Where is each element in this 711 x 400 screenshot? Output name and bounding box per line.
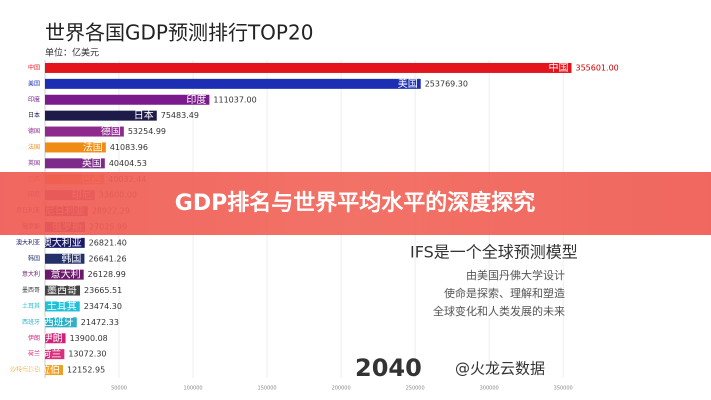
bar [45,285,81,296]
bar-label: 土耳其 [47,299,77,312]
chart-title: 世界各国GDP预测排行TOP20 [45,21,313,45]
bar-label: 荷兰 [41,347,61,360]
bar [45,253,85,264]
bar-label: 韩国 [61,252,81,265]
banner-text: GDP排名与世界平均水平的深度探究 [175,190,535,216]
bar [45,94,210,105]
bar-label: 沙特阿拉伯 [10,363,60,376]
y-tick-label: 荷兰 [28,350,40,358]
bar [45,62,572,73]
bar-label: 德国 [101,125,121,138]
value-label: 23665.51 [84,286,122,295]
annotation: 由美国丹佛大学设计 [466,268,565,282]
bar-label: 中国 [548,61,568,74]
bar-label: 法国 [83,140,103,153]
y-tick-label: 中国 [28,63,40,71]
year-label: 2040 [355,354,422,382]
bar [45,349,65,360]
y-tick-label: 印度 [28,95,40,103]
banner [0,172,711,235]
value-label: 13072.30 [68,350,106,359]
value-label: 26128.99 [88,270,126,279]
value-label: 111037.00 [213,95,256,104]
annotation: IFS是一个全球预测模型 [410,243,578,262]
value-label: 26821.40 [89,238,127,247]
bar-label: 西班牙 [44,316,74,328]
y-tick-label: 意大利 [22,270,40,278]
value-label: 23474.30 [84,302,122,311]
x-tick-label: 250000 [406,386,425,392]
value-label: 75483.49 [161,111,199,120]
y-tick-label: 美国 [28,79,40,87]
bar [45,142,106,153]
bar [45,126,124,137]
bar-label: 澳大利亚 [42,236,82,249]
bar-label: 印度 [186,93,206,106]
x-tick-label: 350000 [554,386,573,392]
value-label: 253769.30 [425,79,468,88]
y-tick-label: 澳大利亚 [16,238,40,246]
bar-label: 墨西哥 [47,285,77,297]
bar-label: 意大利 [51,268,81,281]
y-tick-label: 沙特阿拉伯 [10,366,40,374]
bar [45,237,85,248]
bar-label: 英国 [82,156,102,169]
x-tick-label: 150000 [258,386,277,392]
bar [45,110,157,121]
y-tick-label: 法国 [28,143,40,151]
y-tick-label: 西班牙 [22,318,40,326]
chart-subtitle: 单位：亿美元 [45,47,99,59]
value-label: 13900.08 [70,334,108,343]
value-label: 355601.00 [575,63,618,72]
bar [45,158,105,169]
bar-label: 伊朗 [43,332,63,344]
value-label: 12152.95 [67,366,105,375]
annotation: 全球变化和人类发展的未来 [433,304,565,318]
bar-label: 日本 [134,109,154,122]
x-tick-label: 200000 [332,386,351,392]
value-label: 21472.33 [81,318,119,327]
x-tick-label: 300000 [480,386,499,392]
x-tick-label: 50000 [111,386,127,392]
bar [45,333,66,344]
y-tick-label: 日本 [28,111,40,119]
bar [45,301,80,312]
bar [45,365,63,376]
value-label: 53254.99 [128,127,166,136]
bar [45,317,77,328]
y-tick-label: 韩国 [28,254,40,262]
y-tick-label: 土耳其 [22,302,40,310]
value-label: 41083.96 [110,143,148,152]
y-tick-label: 伊朗 [28,334,40,342]
y-tick-label: 墨西哥 [22,287,40,294]
y-tick-label: 德国 [28,127,40,135]
annotation: 使命是探索、理解和塑造 [444,286,565,300]
bar-label: 美国 [398,77,418,90]
watermark: @火龙云数据 [455,360,545,378]
bar [45,78,421,89]
x-tick-label: 100000 [184,386,203,392]
bar [45,269,84,280]
value-label: 40404.53 [109,159,147,168]
value-label: 26641.26 [88,254,126,263]
y-tick-label: 英国 [28,159,40,167]
